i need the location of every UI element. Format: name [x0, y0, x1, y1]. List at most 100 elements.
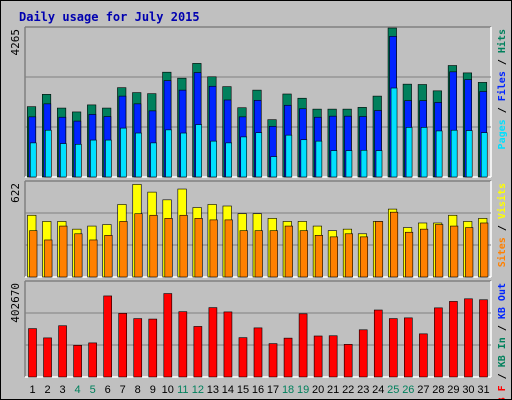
- x-tick-label: 23: [357, 384, 369, 396]
- legend-item: KB Out: [497, 283, 508, 319]
- bar-sites: [359, 236, 369, 278]
- y-max-label: 4265: [9, 29, 22, 56]
- bar-sites: [299, 230, 308, 278]
- bar-kb-f: [88, 342, 97, 378]
- bar-kb-f: [283, 337, 293, 378]
- panel-2: 622 Sites / Visits: [9, 180, 508, 278]
- bar-kb-f: [343, 344, 353, 378]
- bar-pages: [105, 139, 112, 178]
- bar-pages: [390, 87, 398, 178]
- bar-sites: [389, 211, 399, 278]
- bar-sites: [239, 230, 248, 278]
- bar-pages: [330, 150, 338, 178]
- bar-kb-f: [419, 333, 428, 378]
- x-axis-labels: 1 2 3 4 5 6 7 8 9 10 11 12 13 14 15 16 17 18 19 20 21 22 23 24 2…: [29, 384, 489, 396]
- x-tick-label: 15: [237, 384, 249, 396]
- bar-kb-f: [404, 317, 413, 378]
- legend-separator: /: [497, 101, 508, 119]
- bar-kb-f: [268, 343, 278, 378]
- x-tick-label: 2: [44, 384, 50, 396]
- bar-pages: [210, 140, 217, 178]
- x-tick-label: 19: [297, 384, 309, 396]
- x-tick-label: 22: [342, 384, 354, 396]
- bar-pages: [165, 129, 172, 178]
- legend-separator: /: [497, 367, 508, 385]
- x-tick-label: 8: [135, 384, 141, 396]
- legend-separator: /: [497, 219, 508, 237]
- bar-pages: [180, 132, 187, 178]
- bar-kb-f: [133, 318, 143, 378]
- bar-kb-f: [313, 335, 323, 378]
- bar-kb-f: [358, 329, 368, 378]
- bar-pages: [90, 139, 97, 178]
- bar-kb-f: [434, 307, 443, 378]
- bar-sites: [254, 230, 263, 278]
- bar-sites: [480, 222, 489, 278]
- legend-separator: /: [497, 53, 508, 71]
- bar-kb-f: [449, 301, 458, 378]
- legend-item: Hits: [496, 29, 508, 53]
- bar-pages: [60, 143, 67, 178]
- bar-kb-f: [28, 328, 37, 378]
- bar-pages: [120, 127, 127, 178]
- bar-pages: [375, 150, 383, 178]
- bars: [28, 293, 488, 378]
- bar-pages: [420, 127, 428, 178]
- bar-kb-f: [163, 293, 173, 378]
- x-tick-label: 13: [207, 384, 219, 396]
- bar-kb-f: [73, 344, 82, 378]
- bar-sites: [450, 225, 459, 278]
- bar-sites: [420, 228, 429, 278]
- bar-sites: [374, 221, 384, 278]
- bar-kb-f: [223, 311, 233, 378]
- legend: Sites / Visits: [496, 183, 508, 267]
- bar-pages: [240, 136, 248, 178]
- bar-sites: [74, 233, 83, 278]
- bar-pages: [435, 130, 443, 178]
- x-tick-label: 21: [327, 384, 339, 396]
- x-tick-label: 28: [432, 384, 444, 396]
- x-tick-label: 24: [372, 384, 384, 396]
- bars: [27, 184, 489, 278]
- x-tick-label: 1: [29, 384, 35, 396]
- bar-kb-f: [58, 325, 67, 378]
- legend-item: KB F: [497, 385, 508, 399]
- x-tick-label: 12: [192, 384, 204, 396]
- bars: [26, 27, 488, 178]
- legend-item: KB In: [497, 337, 508, 367]
- bar-pages: [270, 156, 278, 178]
- bar-kb-f: [43, 337, 52, 378]
- bar-kb-f: [193, 326, 203, 378]
- legend-item: Visits: [496, 183, 508, 219]
- bar-kb-f: [148, 318, 158, 378]
- bar-sites: [465, 227, 474, 278]
- bar-sites: [164, 218, 173, 278]
- bar-sites: [209, 219, 218, 278]
- bar-pages: [360, 149, 368, 178]
- bar-kb-f: [464, 298, 473, 378]
- bar-sites: [89, 239, 98, 278]
- bar-pages: [450, 129, 458, 178]
- panel-3: 402670 KB F / KB In / KB Out: [9, 280, 508, 399]
- x-tick-label: 26: [402, 384, 414, 396]
- x-tick-label: 7: [120, 384, 126, 396]
- bar-sites: [59, 225, 68, 278]
- bar-pages: [285, 134, 293, 178]
- bar-sites: [44, 239, 53, 278]
- legend: Pages / Files / Hits: [496, 29, 508, 149]
- bar-kb-f: [388, 318, 398, 378]
- bar-kb-f: [253, 327, 263, 378]
- x-tick-label: 31: [477, 384, 489, 396]
- bar-sites: [179, 214, 188, 278]
- bar-pages: [315, 140, 323, 178]
- x-tick-label: 30: [462, 384, 474, 396]
- legend-item: Files: [496, 71, 508, 101]
- bar-sites: [224, 219, 233, 278]
- legend-item: Sites: [496, 237, 508, 267]
- legend-separator: /: [497, 319, 508, 337]
- x-tick-label: 9: [150, 384, 156, 396]
- bar-kb-f: [208, 307, 218, 378]
